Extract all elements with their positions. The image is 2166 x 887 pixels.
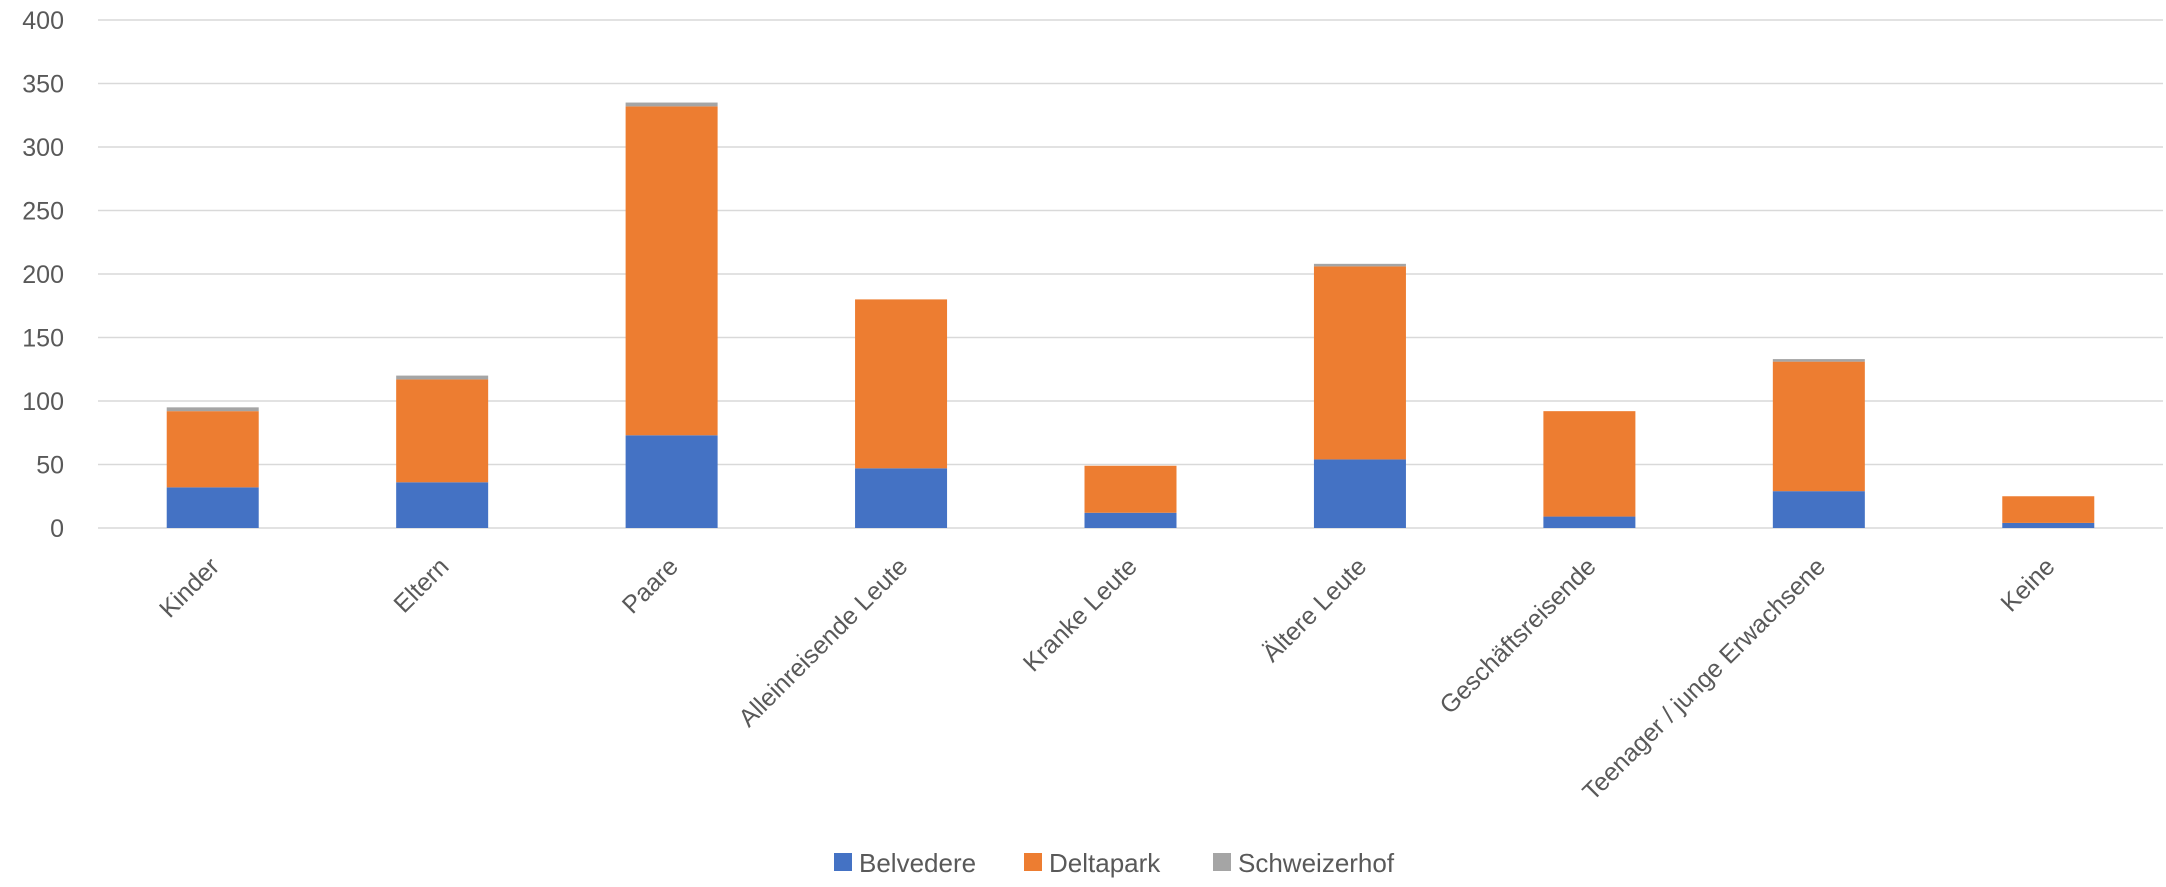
bar-segment-deltapark xyxy=(1772,361,1865,492)
y-tick-label: 150 xyxy=(22,325,64,353)
legend-label: Belvedere xyxy=(859,848,976,878)
y-tick-label: 350 xyxy=(22,71,64,99)
bar-segment-schweizerhof xyxy=(396,375,489,380)
x-category-label: Keine xyxy=(1995,552,2060,617)
x-axis-category-labels: Kinder Eltern Paare Alleinreisende Leute Kra… xyxy=(154,552,2060,806)
x-category-label: Teenager / junge Erwachsene xyxy=(1577,552,1831,806)
y-axis-tick-labels: 0 50 100 150 200 250 300 350 400 xyxy=(22,7,64,543)
bar-segment-deltapark xyxy=(625,106,718,436)
legend: Belvedere Deltapark Schweizerhof xyxy=(834,848,1395,878)
bar-segment-belvedere xyxy=(625,435,718,528)
bar-segment-deltapark xyxy=(2002,496,2095,523)
bar-segment-deltapark xyxy=(1313,266,1406,460)
x-category-label: Alleinreisende Leute xyxy=(733,552,913,732)
y-tick-label: 200 xyxy=(22,261,64,289)
bar-segment-belvedere xyxy=(855,468,948,528)
bar-segment-schweizerhof xyxy=(166,407,259,412)
x-category-label: Kinder xyxy=(154,552,225,623)
bars xyxy=(166,102,2095,528)
bar-segment-schweizerhof xyxy=(625,102,718,107)
bar-segment-deltapark xyxy=(855,299,948,469)
bar-segment-deltapark xyxy=(1084,465,1177,513)
x-category-label: Eltern xyxy=(388,552,454,618)
bar-segment-belvedere xyxy=(1543,516,1636,528)
legend-label: Deltapark xyxy=(1049,848,1161,878)
bar-segment-belvedere xyxy=(2002,522,2095,528)
y-tick-label: 400 xyxy=(22,7,64,35)
x-category-label: Geschäftsreisende xyxy=(1434,552,1601,719)
bar-segment-schweizerhof xyxy=(1772,359,1865,362)
bar-segment-deltapark xyxy=(1543,411,1636,517)
legend-label: Schweizerhof xyxy=(1238,848,1395,878)
bar-segment-belvedere xyxy=(1084,512,1177,528)
bar-segment-schweizerhof xyxy=(1313,263,1406,267)
y-tick-label: 100 xyxy=(22,388,64,416)
legend-swatch-belvedere xyxy=(834,853,852,871)
bar-segment-belvedere xyxy=(1772,491,1865,528)
y-tick-label: 250 xyxy=(22,198,64,226)
bar-segment-deltapark xyxy=(396,379,489,483)
x-category-label: Ältere Leute xyxy=(1257,552,1372,667)
x-category-label: Kranke Leute xyxy=(1018,552,1143,677)
bar-segment-belvedere xyxy=(396,482,489,528)
legend-swatch-deltapark xyxy=(1024,853,1042,871)
y-tick-label: 300 xyxy=(22,134,64,162)
bar-segment-belvedere xyxy=(1313,459,1406,528)
bar-segment-belvedere xyxy=(166,487,259,528)
bar-segment-deltapark xyxy=(166,411,259,488)
legend-swatch-schweizerhof xyxy=(1213,853,1231,871)
x-category-label: Paare xyxy=(617,552,684,619)
y-tick-label: 50 xyxy=(36,452,64,480)
y-tick-label: 0 xyxy=(50,515,64,543)
